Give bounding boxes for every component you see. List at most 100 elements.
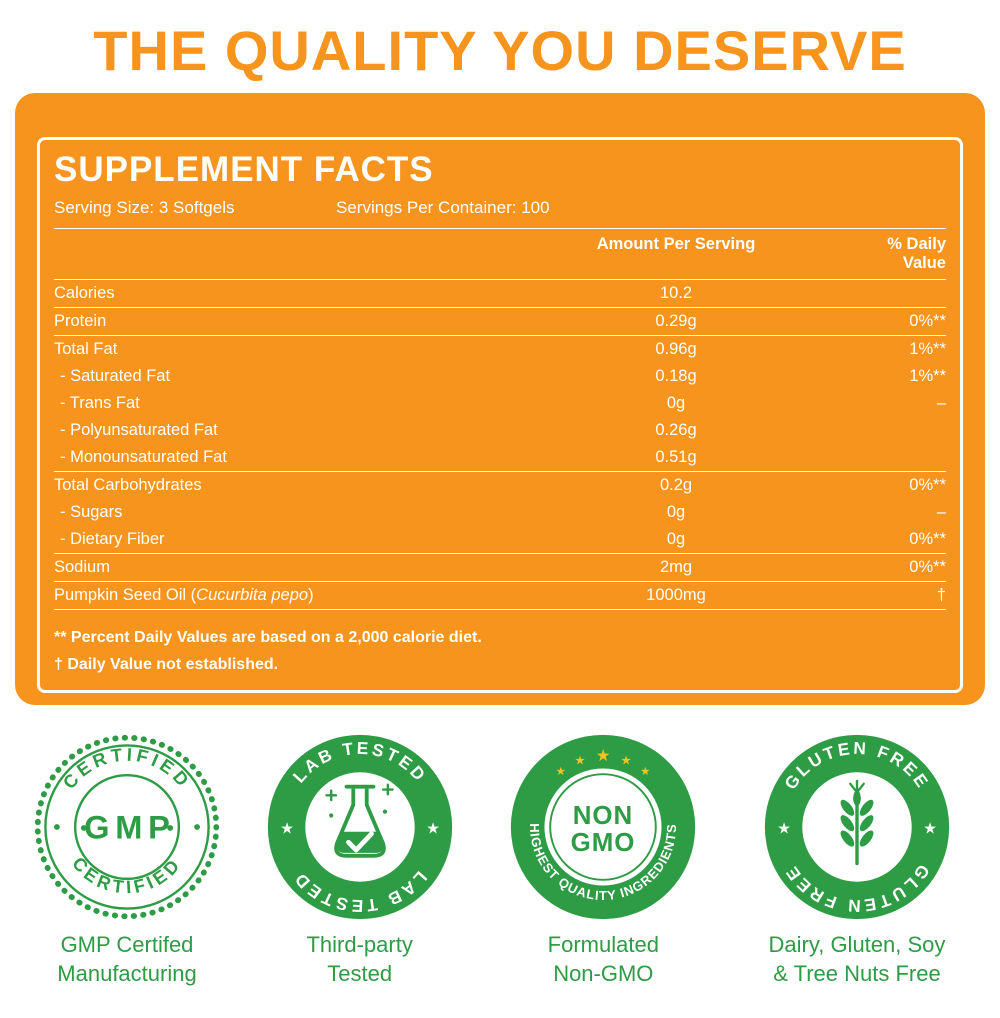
right-star-icon: ★	[923, 821, 937, 838]
row-amount: 0.51g	[655, 448, 697, 466]
row-name: Total Carbohydrates	[54, 476, 202, 494]
table-row: - Trans Fat 0g –	[54, 390, 946, 417]
serving-size: Serving Size: 3 Softgels	[54, 198, 235, 217]
table-row: - Polyunsaturated Fat 0.26g	[54, 417, 946, 444]
center-right-dot	[167, 825, 174, 831]
gluten-caption-line2: & Tree Nuts Free	[773, 960, 941, 986]
row-dv: 0%**	[909, 312, 946, 330]
gmp-caption-line1: GMP Certifed	[60, 932, 194, 957]
row-name-latin: Cucurbita pepo	[196, 586, 309, 604]
header-daily-value: % Daily Value	[887, 235, 946, 272]
table-row: Pumpkin Seed Oil (Cucurbita pepo) 1000mg…	[54, 582, 946, 610]
row-name: - Sugars	[60, 503, 123, 521]
svg-text:★: ★	[556, 766, 566, 778]
other-ingredients-text: Softgel (gelatin, glycerin, purified wat…	[225, 707, 645, 727]
supplement-facts-title: SUPPLEMENT FACTS	[54, 150, 434, 189]
svg-text:★: ★	[596, 747, 611, 765]
row-amount: 0g	[666, 503, 686, 521]
row-dv: †	[936, 586, 946, 604]
five-stars-icon: ★ ★ ★ ★ ★	[556, 747, 651, 778]
flask-icon	[324, 783, 394, 858]
row-name: - Dietary Fiber	[60, 530, 165, 548]
row-dv: 1%**	[909, 340, 946, 358]
gmo-text: GMO	[571, 829, 636, 857]
table-row: Sodium 2mg 0%**	[54, 554, 946, 582]
row-name: Pumpkin Seed Oil (Cucurbita pepo)	[54, 586, 506, 605]
row-dv: 0%**	[909, 530, 946, 548]
inner-ring	[73, 773, 181, 881]
nongmo-caption: Formulated Non-GMO	[483, 931, 723, 988]
other-ingredients-label: OTHER INGREDIENTS:	[39, 707, 226, 727]
left-star-icon: ★	[280, 821, 294, 838]
row-amount: 0g	[666, 394, 686, 412]
gmp-badge-column: CERTIFIED CERTIFIED GMP GMP Certifed Man…	[18, 731, 236, 988]
lab-caption: Third-party Tested	[245, 931, 475, 988]
gluten-free-badge-column: GLUTEN FREE GLUTEN FREE ★ ★ Dairy, Glute…	[732, 731, 982, 988]
row-name-suffix: )	[308, 586, 314, 604]
other-ingredients: OTHER INGREDIENTS: Softgel (gelatin, gly…	[39, 707, 961, 727]
row-amount: 0.18g	[655, 367, 697, 385]
table-header: Amount Per Serving % Daily Value	[54, 228, 946, 280]
inner-ring	[549, 773, 658, 881]
lab-tested-badge-icon: LAB TESTED LAB TESTED ★ ★	[267, 734, 452, 920]
table-row: Total Fat 0.96g 1%**	[54, 336, 946, 363]
gmp-caption-line2: Manufacturing	[57, 960, 197, 986]
row-amount: 0.26g	[655, 421, 697, 439]
header-amount-per-serving: Amount Per Serving	[596, 235, 756, 253]
footnotes: ** Percent Daily Values are based on a 2…	[54, 624, 946, 678]
lab-caption-line1: Third-party	[306, 932, 413, 957]
gluten-caption: Dairy, Gluten, Soy & Tree Nuts Free	[732, 931, 982, 988]
row-amount: 0.2g	[659, 476, 693, 494]
supplement-facts-panel: SUPPLEMENT FACTS Serving Size: 3 Softgel…	[15, 93, 985, 726]
row-dv: 0%**	[909, 558, 946, 576]
gluten-caption-line1: Dairy, Gluten, Soy	[768, 932, 946, 957]
row-name: Protein	[54, 312, 107, 330]
row-name: - Trans Fat	[60, 394, 140, 412]
non-text: NON	[573, 802, 633, 830]
table-row: - Dietary Fiber 0g 0%**	[54, 526, 946, 554]
serving-info: Serving Size: 3 Softgels Servings Per Co…	[54, 198, 946, 218]
row-amount: 0.96g	[655, 340, 697, 358]
table-row: - Monounsaturated Fat 0.51g	[54, 444, 946, 472]
row-amount: 0.29g	[655, 312, 697, 330]
row-name: - Polyunsaturated Fat	[60, 421, 218, 439]
servings-per-container: Servings Per Container: 100	[336, 198, 550, 217]
certification-badges: CERTIFIED CERTIFIED GMP GMP Certifed Man…	[0, 731, 1000, 988]
lab-tested-badge-column: LAB TESTED LAB TESTED ★ ★ Third-party Te…	[245, 731, 475, 988]
page-title: THE QUALITY YOU DESERVE	[93, 19, 907, 82]
gmp-caption: GMP Certifed Manufacturing	[18, 931, 236, 988]
inner-disc	[544, 768, 662, 886]
table-row: - Saturated Fat 0.18g 1%**	[54, 363, 946, 390]
lab-caption-line2: Tested	[327, 960, 393, 986]
right-star-icon: ★	[426, 821, 440, 838]
sparkle-icon	[381, 783, 394, 796]
row-dv: 1%**	[909, 367, 946, 385]
row-name: Total Fat	[54, 340, 118, 358]
header-spacer	[54, 235, 506, 273]
non-gmo-badge-column: HIGHEST QUALITY INGREDIENTS ★ ★ ★ ★ ★ NO…	[483, 731, 723, 988]
gmp-certified-badge-icon: CERTIFIED CERTIFIED GMP	[34, 734, 220, 920]
table-row: - Sugars 0g –	[54, 499, 946, 526]
left-dot-ornament	[54, 824, 60, 830]
footnote-daily-values: ** Percent Daily Values are based on a 2…	[54, 629, 482, 646]
sparkle-icon	[324, 789, 337, 802]
svg-text:★: ★	[621, 754, 632, 768]
center-left-dot	[80, 825, 87, 831]
nongmo-caption-line2: Non-GMO	[553, 960, 654, 986]
row-name-prefix: Pumpkin Seed Oil (	[54, 586, 197, 604]
gluten-free-badge-icon: GLUTEN FREE GLUTEN FREE ★ ★	[764, 734, 950, 920]
table-row: Protein 0.29g 0%**	[54, 308, 946, 336]
table-row: Calories 10.2	[54, 280, 946, 308]
row-amount: 2mg	[659, 558, 693, 576]
row-dv: 0%**	[909, 476, 946, 494]
nongmo-caption-line1: Formulated	[547, 932, 659, 957]
non-gmo-badge-icon: HIGHEST QUALITY INGREDIENTS ★ ★ ★ ★ ★ NO…	[511, 734, 696, 920]
row-name: - Saturated Fat	[60, 367, 171, 385]
row-amount: 10.2	[659, 284, 693, 302]
table-row: Total Carbohydrates 0.2g 0%**	[54, 472, 946, 499]
row-dv: –	[936, 394, 946, 412]
row-amount: 0g	[666, 530, 686, 548]
row-dv: –	[936, 503, 946, 521]
gmp-center-text: GMP	[84, 809, 176, 846]
row-name: Calories	[54, 284, 115, 302]
